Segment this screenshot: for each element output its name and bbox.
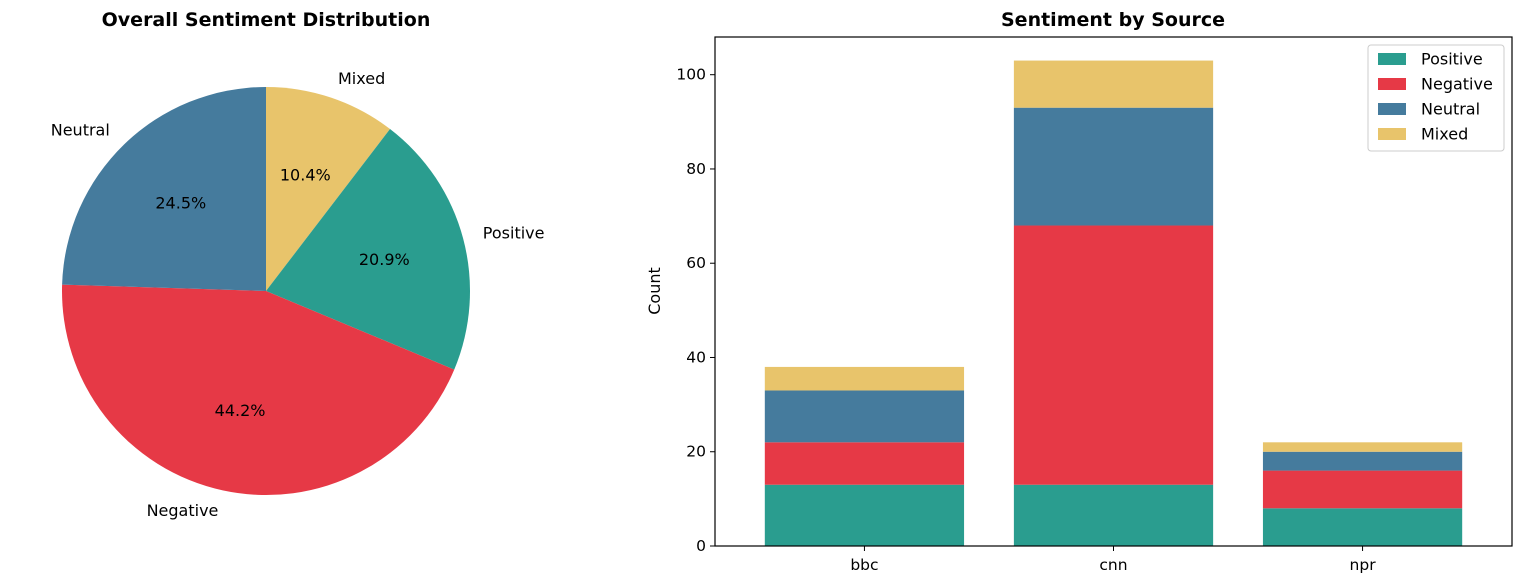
bar-npr-neutral: [1262, 451, 1463, 471]
pie-pct-label-neutral: 24.5%: [155, 194, 206, 213]
bar-bbc-positive: [764, 484, 965, 546]
y-tick-label-20: 20: [686, 443, 706, 461]
x-tick-label-npr: npr: [1350, 556, 1377, 574]
legend-label-neutral: Neutral: [1421, 100, 1480, 119]
pie-pct-label-negative: 44.2%: [215, 401, 266, 420]
bar-bbc-neutral: [764, 390, 965, 443]
bar-cnn-neutral: [1013, 107, 1214, 226]
legend-swatch-positive: [1378, 53, 1406, 65]
bar-cnn-positive: [1013, 484, 1214, 546]
x-tick-label-bbc: bbc: [850, 556, 878, 574]
pie-label-negative: Negative: [147, 501, 219, 520]
y-tick-label-80: 80: [686, 160, 706, 178]
bar-cnn-mixed: [1013, 60, 1214, 108]
bar-segments: [764, 60, 1463, 546]
legend-swatch-mixed: [1378, 128, 1406, 140]
pie-label-neutral: Neutral: [51, 120, 110, 139]
bar-axes: bbc cnn npr 0 20 40 60 80 100: [676, 36, 1513, 574]
bar-npr-mixed: [1262, 442, 1463, 452]
legend-label-mixed: Mixed: [1421, 125, 1468, 144]
y-tick-label-100: 100: [676, 66, 706, 84]
pie-chart: Overall Sentiment Distribution 10.4% Mixe…: [51, 9, 545, 520]
bar-cnn-negative: [1013, 225, 1214, 485]
pie-labels: 10.4% Mixed 20.9% Positive 44.2% Negative 24.5…: [51, 69, 545, 520]
pie-pct-label-positive: 20.9%: [359, 250, 410, 269]
pie-slices: [61, 87, 471, 496]
bar-title: Sentiment by Source: [1001, 9, 1225, 31]
pie-title: Overall Sentiment Distribution: [102, 9, 431, 31]
legend-label-positive: Positive: [1421, 50, 1483, 69]
y-axis-label: Count: [645, 267, 664, 315]
y-tick-label-60: 60: [686, 254, 706, 272]
pie-slice-negative: [61, 284, 455, 496]
legend-swatch-negative: [1378, 78, 1406, 90]
bar-bbc-mixed: [764, 366, 965, 391]
pie-slice-mixed: [266, 87, 391, 291]
y-tick-label-40: 40: [686, 348, 706, 366]
legend-swatch-neutral: [1378, 103, 1406, 115]
bar-bbc-negative: [764, 442, 965, 485]
axes-frame: [714, 36, 1513, 547]
y-tick-label-0: 0: [696, 537, 706, 555]
pie-label-mixed: Mixed: [338, 69, 385, 88]
pie-slice-positive: [266, 129, 471, 370]
pie-slice-neutral: [62, 87, 266, 291]
pie-pct-label-mixed: 10.4%: [280, 166, 331, 185]
pie-label-positive: Positive: [483, 224, 545, 243]
legend-label-negative: Negative: [1421, 75, 1493, 94]
legend: Positive Negative Neutral Mixed: [1367, 44, 1505, 152]
bar-npr-positive: [1262, 508, 1463, 546]
bar-npr-negative: [1262, 470, 1463, 509]
legend-box: [1367, 44, 1505, 152]
stacked-bar-chart: Sentiment by Source bbc cnn npr 0 20 40 60 80 10…: [645, 9, 1513, 574]
x-tick-label-cnn: cnn: [1099, 556, 1127, 574]
